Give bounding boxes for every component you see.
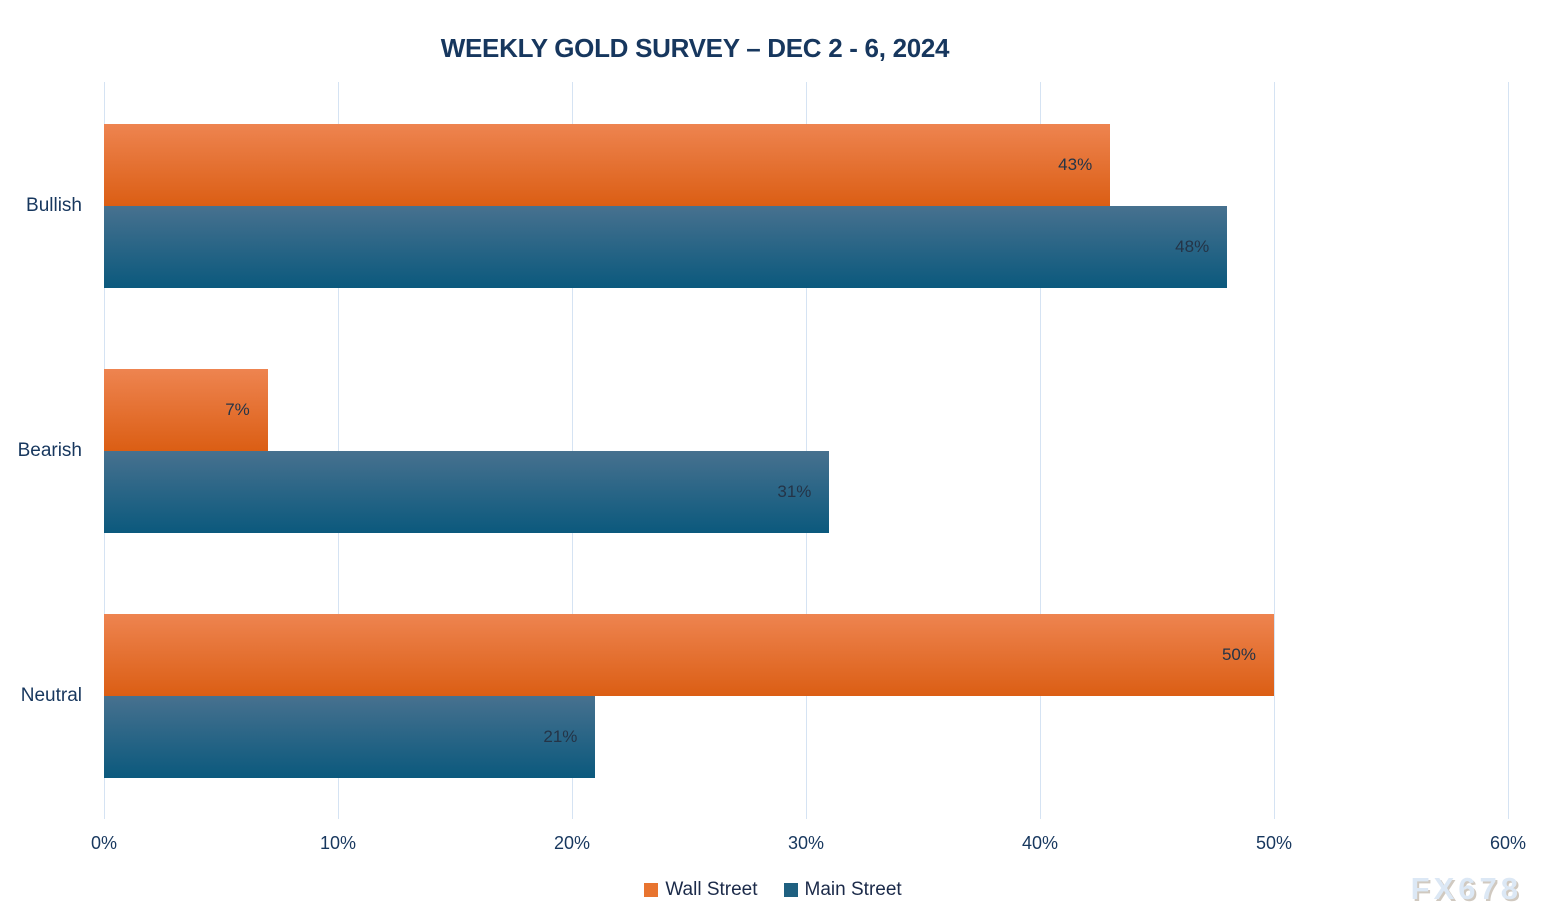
x-tick-label: 10% <box>319 833 357 853</box>
bar-main-street-bullish: 48% <box>104 206 1228 288</box>
bar-main-street-bearish: 31% <box>104 451 830 533</box>
bar-wall-street-bullish: 43% <box>104 124 1111 206</box>
legend-item-wall-street: Wall Street <box>644 879 758 901</box>
category-label-bearish: Bearish <box>17 440 82 461</box>
bar-value-label: 50% <box>1221 645 1256 664</box>
x-tick-label: 30% <box>787 833 825 853</box>
bar-main-street-neutral: 21% <box>104 696 596 778</box>
watermark-fx678: FX678 <box>1410 871 1522 906</box>
gridline <box>806 82 807 819</box>
legend-label: Main Street <box>804 879 902 900</box>
legend-swatch <box>644 883 659 897</box>
gridline <box>338 82 339 819</box>
x-tick-label: 20% <box>553 833 591 853</box>
x-tick-label: 50% <box>1255 833 1293 853</box>
gridline <box>1508 82 1509 819</box>
value-axis: 0% 10% 20% 30% 40% 50% 60% <box>91 833 1526 857</box>
bar-value-label: 43% <box>1058 155 1093 174</box>
bar-wall-street-bearish: 7% <box>104 369 268 451</box>
plot-area: 43% 48% 7% 31% 50% 21% <box>104 82 1509 819</box>
bar-wall-street-neutral: 50% <box>104 614 1274 696</box>
legend-label: Wall Street <box>665 879 758 900</box>
x-tick-label: 0% <box>90 833 118 853</box>
bar-value-label: 48% <box>1175 237 1210 256</box>
chart-legend: Wall Street Main Street <box>0 879 1546 901</box>
bar-value-label: 31% <box>777 482 812 501</box>
gridline <box>572 82 573 819</box>
legend-item-main-street: Main Street <box>783 879 902 901</box>
category-label-neutral: Neutral <box>20 685 82 706</box>
bar-value-label: 7% <box>225 400 250 419</box>
category-axis: Bullish Bearish Neutral <box>0 82 86 819</box>
category-label-bullish: Bullish <box>26 195 82 216</box>
chart-title: WEEKLY GOLD SURVEY – DEC 2 - 6, 2024 <box>440 33 950 63</box>
x-tick-label: 40% <box>1021 833 1059 853</box>
bar-value-label: 21% <box>543 727 578 746</box>
legend-swatch <box>783 883 798 897</box>
gridline <box>1040 82 1041 819</box>
x-tick-label: 60% <box>1489 833 1527 853</box>
gridline <box>1274 82 1275 819</box>
